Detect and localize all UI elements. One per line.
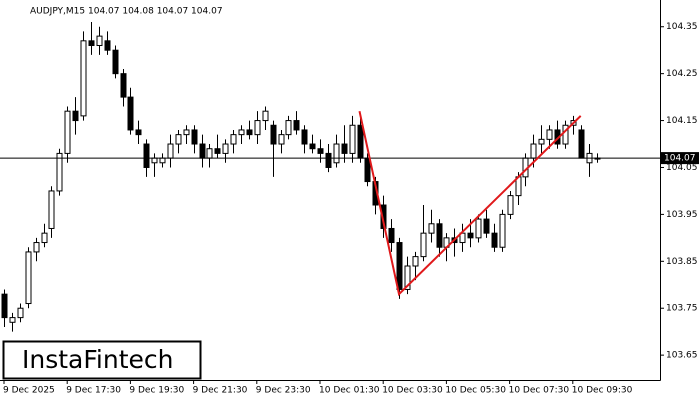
candle-body: [507, 195, 514, 215]
candle-body: [325, 152, 332, 168]
x-tick-label: 10 Dec 09:30: [572, 386, 633, 396]
x-tick-label: 9 Dec 17:30: [66, 386, 121, 396]
candle-body: [56, 152, 63, 192]
y-tick-label: 104.35: [666, 22, 698, 32]
candle-body: [120, 73, 127, 98]
y-tick-label: 103.75: [666, 304, 698, 314]
candle-body: [72, 110, 79, 122]
current-price-label: 104.07: [664, 154, 696, 164]
candle-body: [9, 317, 16, 323]
candle-body: [127, 96, 134, 131]
candle-body: [475, 218, 482, 239]
candle-body: [238, 129, 245, 136]
candle-body: [112, 49, 119, 75]
candle-body: [530, 143, 537, 159]
chart-title: AUDJPY,M15 104.07 104.08 104.07 104.07: [30, 7, 223, 17]
candle-body: [64, 110, 71, 154]
y-tick-label: 104.15: [666, 116, 698, 126]
candle-body: [214, 148, 221, 154]
candle-body: [175, 134, 182, 145]
x-tick-label: 9 Dec 2025: [3, 386, 55, 396]
candle-body: [380, 204, 387, 229]
candle-body: [159, 157, 166, 164]
y-tick-label: 104.25: [666, 69, 698, 79]
y-tick-label: 103.65: [666, 351, 698, 361]
candle-body: [396, 242, 403, 290]
candle-body: [404, 265, 411, 290]
candle-body: [546, 129, 553, 140]
candle-body: [222, 143, 229, 154]
candle-body: [467, 232, 474, 239]
candle-body: [499, 213, 506, 248]
candle-body: [230, 134, 237, 145]
current-price-box: [661, 152, 699, 165]
candle-body: [206, 148, 213, 159]
candle-body: [262, 110, 269, 122]
x-tick-label: 10 Dec 01:30: [319, 386, 380, 396]
candle-body: [285, 120, 292, 136]
candle-body: [388, 227, 395, 244]
candle-body: [483, 218, 490, 234]
candle-body: [151, 157, 158, 164]
candle-body: [48, 190, 55, 229]
x-tick-label: 9 Dec 21:30: [193, 386, 248, 396]
candle-body: [135, 129, 142, 136]
x-tick-label: 9 Dec 19:30: [129, 386, 184, 396]
candle-body: [428, 223, 435, 234]
candle-body: [104, 40, 111, 51]
y-tick-label: 104.05: [666, 163, 698, 173]
candle-body: [412, 256, 419, 267]
y-tick-label: 103.95: [666, 210, 698, 220]
candle-body: [293, 120, 300, 131]
logo: InstaFintech: [22, 345, 174, 374]
candle-body: [80, 40, 87, 117]
candle-body: [183, 129, 190, 136]
candle-body: [33, 242, 40, 253]
candle-body: [538, 138, 545, 145]
candle-body: [578, 129, 585, 159]
candle-body: [96, 35, 103, 47]
candle-body: [167, 143, 174, 159]
candle-body: [420, 232, 427, 258]
y-tick-label: 103.85: [666, 257, 698, 267]
candle-body: [246, 129, 253, 136]
logo-box: [2, 340, 202, 380]
pattern-line: [358, 110, 582, 297]
candle-body: [301, 129, 308, 145]
candle-body: [317, 148, 324, 154]
candle-body: [333, 143, 340, 164]
candle-body: [341, 143, 348, 154]
candle-body: [436, 223, 443, 248]
candle-body: [364, 157, 371, 183]
candle-body: [254, 120, 261, 136]
candle-body: [1, 293, 8, 319]
candle-body: [357, 124, 364, 159]
candle-body: [278, 134, 285, 145]
candle-body: [191, 129, 198, 145]
candle-body: [88, 40, 95, 47]
x-tick-label: 9 Dec 23:30: [256, 386, 311, 396]
candle-body: [199, 143, 206, 159]
candle-body: [41, 232, 48, 244]
candle-body: [491, 232, 498, 248]
candle-body: [349, 124, 356, 154]
candle-body: [25, 251, 32, 305]
candle-body: [143, 143, 150, 168]
x-tick-label: 10 Dec 03:30: [382, 386, 443, 396]
candle-body: [270, 124, 277, 145]
x-tick-label: 10 Dec 05:30: [445, 386, 506, 396]
x-tick-label: 10 Dec 07:30: [509, 386, 570, 396]
candle-body: [17, 307, 24, 319]
candle-body: [309, 143, 316, 150]
